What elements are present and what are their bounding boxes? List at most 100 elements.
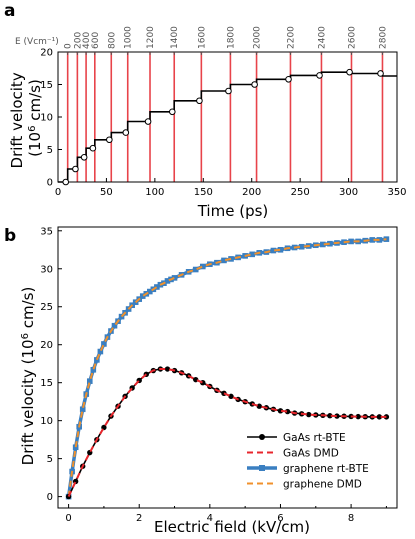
series-point <box>348 238 354 245</box>
series-point <box>90 366 97 373</box>
series-point <box>306 411 312 418</box>
steady-state-marker <box>80 154 88 161</box>
steady-state-marker <box>168 108 176 116</box>
y-tick-label: 25 <box>40 302 53 313</box>
x-tick-label: 300 <box>339 187 358 198</box>
series-point <box>79 406 86 413</box>
series-point <box>284 408 291 415</box>
y-tick-label: 0 <box>47 492 53 503</box>
top-tick-label: 1400 <box>170 26 180 49</box>
panel-a-trace <box>58 68 397 186</box>
steady-state-marker <box>316 72 323 79</box>
series-point <box>327 413 333 419</box>
steady-state-marker <box>285 76 292 83</box>
panel-b-xlabel: Electric field (kV/cm) <box>154 518 310 536</box>
y-tick-label: 5 <box>47 145 53 156</box>
field-switch-lines <box>66 52 384 182</box>
steady-state-marker <box>106 136 113 144</box>
panel-b-chart: b 0 2 4 6 8 0 5 10 15 20 25 30 35 GaAs rt-BTE GaAs DM… <box>4 226 398 536</box>
panel-a-label: a <box>4 1 15 21</box>
steady-state-marker <box>62 178 70 186</box>
steady-state-marker <box>122 129 130 136</box>
top-tick-label: 1800 <box>226 26 236 49</box>
series-point <box>327 240 333 247</box>
series-point <box>277 246 284 253</box>
legend-label: graphene DMD <box>283 479 362 491</box>
x-tick-label: 6 <box>277 513 283 524</box>
steady-state-marker <box>251 81 258 88</box>
series-point <box>249 251 256 258</box>
y-tick-label: 15 <box>40 378 53 389</box>
y-tick-label: 5 <box>47 454 53 465</box>
panel-b-legend: GaAs rt-BTE GaAs DMD graphene rt-BTE graphe… <box>247 432 369 491</box>
panel-b-ylabel: Drift velocity (106 cm/s) <box>19 287 37 466</box>
panel-a-xlabel: Time (ps) <box>197 202 269 220</box>
series-point <box>164 366 171 372</box>
series-point <box>228 256 234 262</box>
legend-label: GaAs rt-BTE <box>283 432 346 444</box>
x-tick-label: 2 <box>136 513 142 524</box>
series-point <box>320 241 326 248</box>
legend-item: GaAs DMD <box>247 448 339 460</box>
x-tick-label: 100 <box>145 187 164 198</box>
x-tick-label: 4 <box>207 513 213 524</box>
series-point <box>118 313 125 320</box>
x-tick-label: 8 <box>348 513 354 524</box>
series-point <box>334 413 340 419</box>
panel-b-series <box>65 236 390 500</box>
series-point <box>97 348 104 355</box>
x-tick-label: 0 <box>65 513 71 524</box>
top-tick-label: 0 <box>64 43 74 49</box>
series-point <box>256 403 262 409</box>
top-tick-label: 2200 <box>286 26 296 49</box>
series-point <box>355 413 361 420</box>
series-point <box>369 237 376 243</box>
series-graphene-rt-bte <box>65 236 390 500</box>
y-tick-label: 10 <box>40 416 53 427</box>
y-tick-label: 0 <box>47 178 53 189</box>
x-tick-label: 250 <box>291 187 310 198</box>
top-tick-label: 2800 <box>378 26 388 49</box>
series-point <box>171 275 178 281</box>
y-tick-label: 15 <box>40 80 53 91</box>
series-point <box>164 278 171 284</box>
legend-item: graphene DMD <box>247 479 362 491</box>
series-line <box>67 368 387 498</box>
panel-b-frame <box>57 226 398 509</box>
y-tick-label: 20 <box>40 340 53 351</box>
series-point <box>72 444 79 451</box>
top-tick-label: 2000 <box>253 26 263 49</box>
panel-a-ylabel: Drift velocity (106 cm/s) <box>8 68 44 169</box>
top-tick-label: 200 <box>73 32 83 49</box>
top-tick-label: 600 <box>91 32 101 49</box>
top-tick-label: 2600 <box>347 26 357 49</box>
series-point <box>298 243 305 250</box>
y-tick-label: 35 <box>40 226 53 237</box>
series-line <box>67 238 387 497</box>
steady-state-marker <box>196 97 203 105</box>
x-tick-label: 150 <box>194 187 213 198</box>
top-tick-label: 800 <box>107 32 117 49</box>
steady-state-marker <box>72 165 79 173</box>
y-tick-label: 30 <box>40 264 53 275</box>
x-tick-label: 0 <box>55 187 61 198</box>
top-tick-label: 2400 <box>317 26 327 49</box>
legend-item: GaAs rt-BTE <box>247 432 346 444</box>
y-tick-label: 20 <box>40 48 53 59</box>
steady-state-marker <box>377 70 384 77</box>
top-axis-label: E (Vcm⁻¹) <box>15 37 59 47</box>
legend-item: graphene rt-BTE <box>247 463 369 475</box>
legend-label: graphene rt-BTE <box>283 463 369 475</box>
x-tick-label: 50 <box>100 187 113 198</box>
steady-state-marker <box>144 118 152 125</box>
steady-state-marker <box>346 68 353 76</box>
series-gaas-dmd <box>67 368 387 498</box>
panel-a-ylabel-line1: Drift velocity <box>8 72 26 168</box>
series-point <box>376 414 383 420</box>
series-point <box>277 408 284 414</box>
top-tick-label: 400 <box>82 32 92 49</box>
top-tick-label: 1200 <box>146 26 156 49</box>
panel-b-label: b <box>4 226 16 246</box>
